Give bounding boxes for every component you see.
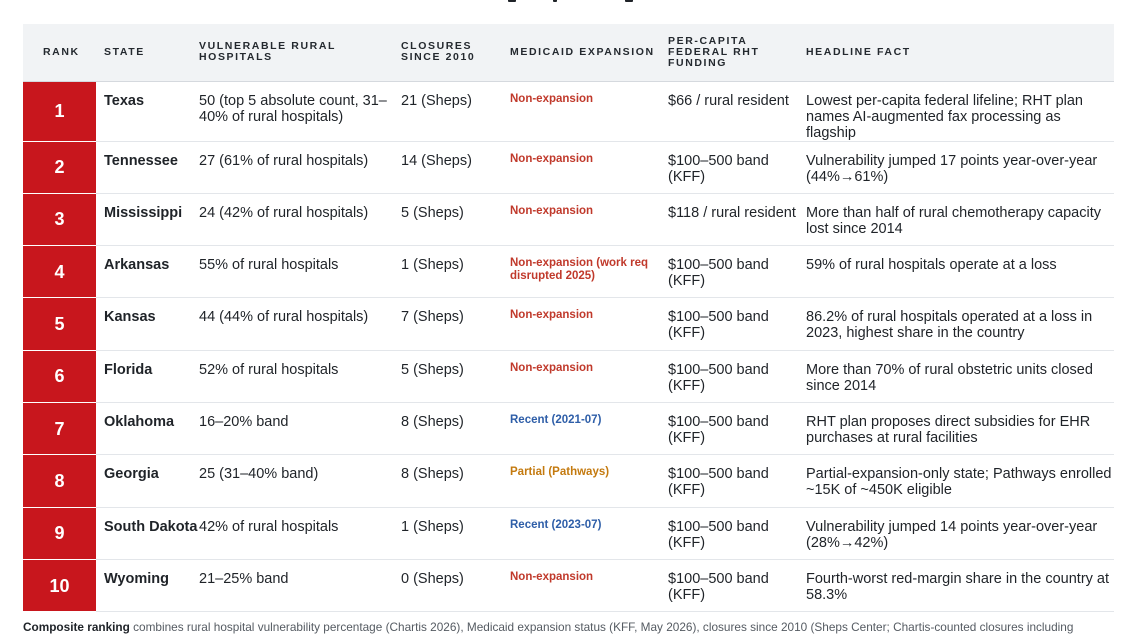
headline-fact-cell: Vulnerability jumped 17 points year-over… bbox=[806, 141, 1114, 194]
headline-fact-cell: Partial-expansion-only state; Pathways e… bbox=[806, 454, 1114, 508]
closures-cell: 21 (Sheps) bbox=[401, 81, 510, 142]
rank-cell: 6 bbox=[23, 350, 96, 403]
headline-fact-cell: 59% of rural hospitals operate at a loss bbox=[806, 245, 1114, 299]
state-cell: Kansas bbox=[96, 297, 199, 351]
table-row: 6 Florida 52% of rural hospitals 5 (Sheps) N… bbox=[23, 350, 1114, 403]
funding-cell: $66 / rural resident bbox=[668, 81, 806, 142]
medicaid-status-cell: Non-expansion bbox=[510, 559, 668, 613]
funding-cell: $100–500 band (KFF) bbox=[668, 245, 806, 299]
funding-cell: $100–500 band (KFF) bbox=[668, 507, 806, 560]
vulnerable-hospitals-cell: 25 (31–40% band) bbox=[199, 454, 401, 508]
state-cell: Wyoming bbox=[96, 559, 199, 613]
funding-cell: $100–500 band (KFF) bbox=[668, 297, 806, 351]
header-state: STATE bbox=[96, 24, 199, 82]
closures-cell: 1 (Sheps) bbox=[401, 507, 510, 560]
headline-fact-cell: RHT plan proposes direct subsidies for E… bbox=[806, 402, 1114, 456]
table-header-row: RANK STATE VULNERABLE RURAL HOSPITALS CL… bbox=[23, 24, 1114, 82]
rank-cell: 2 bbox=[23, 141, 96, 194]
header-funding: PER-CAPITA FEDERAL RHT FUNDING bbox=[668, 24, 806, 82]
closures-cell: 5 (Sheps) bbox=[401, 350, 510, 403]
rank-cell: 3 bbox=[23, 193, 96, 247]
medicaid-status-cell: Non-expansion bbox=[510, 81, 668, 142]
closures-cell: 7 (Sheps) bbox=[401, 297, 510, 351]
footnote-label: Composite ranking bbox=[23, 620, 130, 634]
funding-cell: $100–500 band (KFF) bbox=[668, 454, 806, 508]
header-medicaid: MEDICAID EXPANSION bbox=[510, 24, 668, 82]
medicaid-status-cell: Non-expansion bbox=[510, 141, 668, 194]
rank-cell: 5 bbox=[23, 297, 96, 351]
funding-cell: $100–500 band (KFF) bbox=[668, 559, 806, 613]
rank-cell: 8 bbox=[23, 454, 96, 508]
state-cell: Georgia bbox=[96, 454, 199, 508]
footnote: Composite ranking combines rural hospita… bbox=[23, 618, 1114, 637]
vulnerable-hospitals-cell: 44 (44% of rural hospitals) bbox=[199, 297, 401, 351]
medicaid-status-cell: Recent (2023-07) bbox=[510, 507, 668, 560]
funding-cell: $100–500 band (KFF) bbox=[668, 350, 806, 403]
table-row: 10 Wyoming 21–25% band 0 (Sheps) Non-expansi… bbox=[23, 559, 1114, 613]
table-row: 5 Kansas 44 (44% of rural hospitals) 7 (She… bbox=[23, 297, 1114, 351]
state-cell: Oklahoma bbox=[96, 402, 199, 456]
table-row: 8 Georgia 25 (31–40% band) 8 (Sheps) Partial… bbox=[23, 454, 1114, 508]
funding-cell: $100–500 band (KFF) bbox=[668, 402, 806, 456]
table-row: 3 Mississippi 24 (42% of rural hospitals) 5… bbox=[23, 193, 1114, 247]
headline-fact-cell: More than half of rural chemotherapy cap… bbox=[806, 193, 1114, 247]
state-cell: South Dakota bbox=[96, 507, 199, 560]
medicaid-status-cell: Non-expansion bbox=[510, 297, 668, 351]
state-cell: Texas bbox=[96, 81, 199, 142]
ranking-table-container: RANK STATE VULNERABLE RURAL HOSPITALS CL… bbox=[23, 24, 1114, 613]
headline-fact-cell: Lowest per-capita federal lifeline; RHT … bbox=[806, 81, 1114, 142]
state-cell: Mississippi bbox=[96, 193, 199, 247]
vulnerable-hospitals-cell: 50 (top 5 absolute count, 31–40% of rura… bbox=[199, 81, 401, 142]
cropped-title-fragment bbox=[0, 0, 1140, 24]
funding-cell: $118 / rural resident bbox=[668, 193, 806, 247]
table-row: 2 Tennessee 27 (61% of rural hospitals) 14 … bbox=[23, 141, 1114, 194]
vulnerable-hospitals-cell: 42% of rural hospitals bbox=[199, 507, 401, 560]
table-row: 1 Texas 50 (top 5 absolute count, 31–40% o… bbox=[23, 81, 1114, 142]
header-closures: CLOSURES SINCE 2010 bbox=[401, 24, 510, 82]
table-row: 7 Oklahoma 16–20% band 8 (Sheps) Recent (202… bbox=[23, 402, 1114, 456]
state-cell: Arkansas bbox=[96, 245, 199, 299]
rank-cell: 7 bbox=[23, 402, 96, 456]
table-row: 4 Arkansas 55% of rural hospitals 1 (Sheps)… bbox=[23, 245, 1114, 299]
headline-fact-cell: Fourth-worst red-margin share in the cou… bbox=[806, 559, 1114, 613]
closures-cell: 8 (Sheps) bbox=[401, 454, 510, 508]
medicaid-status-cell: Partial (Pathways) bbox=[510, 454, 668, 508]
headline-fact-cell: Vulnerability jumped 14 points year-over… bbox=[806, 507, 1114, 560]
funding-cell: $100–500 band (KFF) bbox=[668, 141, 806, 194]
table-row: 9 South Dakota 42% of rural hospitals 1 (Sh… bbox=[23, 507, 1114, 560]
vulnerable-hospitals-cell: 52% of rural hospitals bbox=[199, 350, 401, 403]
header-headline-fact: HEADLINE FACT bbox=[806, 24, 1114, 82]
rank-cell: 10 bbox=[23, 559, 96, 613]
vulnerable-hospitals-cell: 16–20% band bbox=[199, 402, 401, 456]
vulnerable-hospitals-cell: 27 (61% of rural hospitals) bbox=[199, 141, 401, 194]
closures-cell: 1 (Sheps) bbox=[401, 245, 510, 299]
headline-fact-cell: More than 70% of rural obstetric units c… bbox=[806, 350, 1114, 403]
vulnerable-hospitals-cell: 55% of rural hospitals bbox=[199, 245, 401, 299]
rank-cell: 4 bbox=[23, 245, 96, 299]
vulnerable-hospitals-cell: 21–25% band bbox=[199, 559, 401, 613]
medicaid-status-cell: Non-expansion bbox=[510, 350, 668, 403]
state-cell: Florida bbox=[96, 350, 199, 403]
vulnerable-hospitals-cell: 24 (42% of rural hospitals) bbox=[199, 193, 401, 247]
closures-cell: 8 (Sheps) bbox=[401, 402, 510, 456]
medicaid-status-cell: Recent (2021-07) bbox=[510, 402, 668, 456]
header-vulnerable: VULNERABLE RURAL HOSPITALS bbox=[199, 24, 401, 82]
medicaid-status-cell: Non-expansion bbox=[510, 193, 668, 247]
headline-fact-cell: 86.2% of rural hospitals operated at a l… bbox=[806, 297, 1114, 351]
closures-cell: 0 (Sheps) bbox=[401, 559, 510, 613]
footnote-text: combines rural hospital vulnerability pe… bbox=[133, 620, 1074, 634]
ranking-table: RANK STATE VULNERABLE RURAL HOSPITALS CL… bbox=[23, 24, 1114, 613]
closures-cell: 5 (Sheps) bbox=[401, 193, 510, 247]
medicaid-status-cell: Non-expansion (work req disrupted 2025) bbox=[510, 245, 668, 299]
rank-cell: 1 bbox=[23, 81, 96, 142]
closures-cell: 14 (Sheps) bbox=[401, 141, 510, 194]
state-cell: Tennessee bbox=[96, 141, 199, 194]
rank-cell: 9 bbox=[23, 507, 96, 560]
header-rank: RANK bbox=[23, 24, 96, 82]
